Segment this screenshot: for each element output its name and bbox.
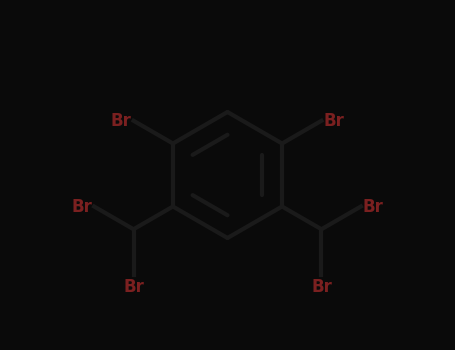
Text: Br: Br [323, 112, 344, 130]
Text: Br: Br [111, 112, 132, 130]
Text: Br: Br [363, 197, 384, 216]
Text: Br: Br [123, 278, 144, 296]
Text: Br: Br [71, 197, 92, 216]
Text: Br: Br [311, 278, 332, 296]
